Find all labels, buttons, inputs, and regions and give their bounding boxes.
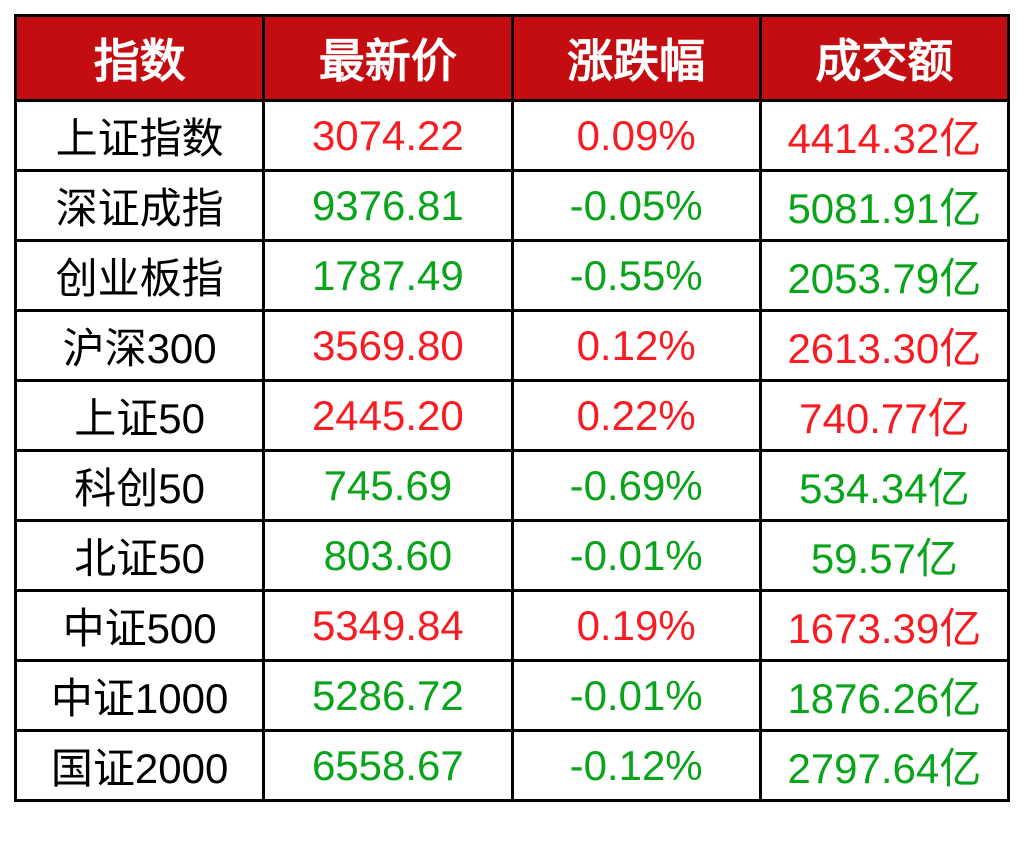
index-name: 上证指数 bbox=[13, 99, 266, 172]
turnover-amount: 2797.64亿 bbox=[758, 729, 1011, 802]
table-row: 创业板指 1787.49 -0.55% 2053.79亿 bbox=[13, 239, 1011, 312]
turnover-amount: 740.77亿 bbox=[758, 379, 1011, 452]
change-percent: -0.12% bbox=[510, 729, 762, 802]
change-percent: -0.05% bbox=[510, 169, 762, 242]
change-percent: -0.01% bbox=[510, 659, 762, 732]
col-header-change-percent: 涨跌幅 bbox=[510, 14, 762, 102]
turnover-amount: 5081.91亿 bbox=[758, 169, 1011, 242]
turnover-amount: 4414.32亿 bbox=[758, 99, 1011, 172]
table-row: 科创50 745.69 -0.69% 534.34亿 bbox=[13, 449, 1011, 522]
table-row: 深证成指 9376.81 -0.05% 5081.91亿 bbox=[13, 169, 1011, 242]
index-name: 中证1000 bbox=[13, 659, 266, 732]
table-row: 中证500 5349.84 0.19% 1673.39亿 bbox=[13, 589, 1011, 662]
index-name: 国证2000 bbox=[13, 729, 266, 802]
index-name: 北证50 bbox=[13, 519, 266, 592]
turnover-amount: 2053.79亿 bbox=[758, 239, 1011, 312]
table-row: 中证1000 5286.72 -0.01% 1876.26亿 bbox=[13, 659, 1011, 732]
latest-price: 2445.20 bbox=[262, 379, 514, 452]
change-percent: -0.01% bbox=[510, 519, 762, 592]
latest-price: 3569.80 bbox=[262, 309, 514, 382]
stock-index-table: 指数 最新价 涨跌幅 成交额 上证指数 3074.22 0.09% 4414.3… bbox=[13, 14, 1011, 802]
change-percent: 0.19% bbox=[510, 589, 762, 662]
index-name: 沪深300 bbox=[13, 309, 266, 382]
turnover-amount: 534.34亿 bbox=[758, 449, 1011, 522]
index-name: 科创50 bbox=[13, 449, 266, 522]
latest-price: 803.60 bbox=[262, 519, 514, 592]
change-percent: 0.22% bbox=[510, 379, 762, 452]
turnover-amount: 2613.30亿 bbox=[758, 309, 1011, 382]
latest-price: 1787.49 bbox=[262, 239, 514, 312]
index-name: 上证50 bbox=[13, 379, 266, 452]
latest-price: 5286.72 bbox=[262, 659, 514, 732]
latest-price: 745.69 bbox=[262, 449, 514, 522]
turnover-amount: 59.57亿 bbox=[758, 519, 1011, 592]
latest-price: 5349.84 bbox=[262, 589, 514, 662]
index-name: 中证500 bbox=[13, 589, 266, 662]
turnover-amount: 1673.39亿 bbox=[758, 589, 1011, 662]
header-row: 指数 最新价 涨跌幅 成交额 bbox=[13, 14, 1011, 102]
index-name: 创业板指 bbox=[13, 239, 266, 312]
change-percent: -0.69% bbox=[510, 449, 762, 522]
index-name: 深证成指 bbox=[13, 169, 266, 242]
table-row: 北证50 803.60 -0.01% 59.57亿 bbox=[13, 519, 1011, 592]
table-row: 沪深300 3569.80 0.12% 2613.30亿 bbox=[13, 309, 1011, 382]
turnover-amount: 1876.26亿 bbox=[758, 659, 1011, 732]
latest-price: 3074.22 bbox=[262, 99, 514, 172]
col-header-index: 指数 bbox=[13, 14, 266, 102]
change-percent: 0.09% bbox=[510, 99, 762, 172]
latest-price: 9376.81 bbox=[262, 169, 514, 242]
table-row: 国证2000 6558.67 -0.12% 2797.64亿 bbox=[13, 729, 1011, 802]
col-header-turnover: 成交额 bbox=[758, 14, 1011, 102]
table-row: 上证50 2445.20 0.22% 740.77亿 bbox=[13, 379, 1011, 452]
change-percent: -0.55% bbox=[510, 239, 762, 312]
table-row: 上证指数 3074.22 0.09% 4414.32亿 bbox=[13, 99, 1011, 172]
change-percent: 0.12% bbox=[510, 309, 762, 382]
col-header-latest-price: 最新价 bbox=[262, 14, 514, 102]
latest-price: 6558.67 bbox=[262, 729, 514, 802]
